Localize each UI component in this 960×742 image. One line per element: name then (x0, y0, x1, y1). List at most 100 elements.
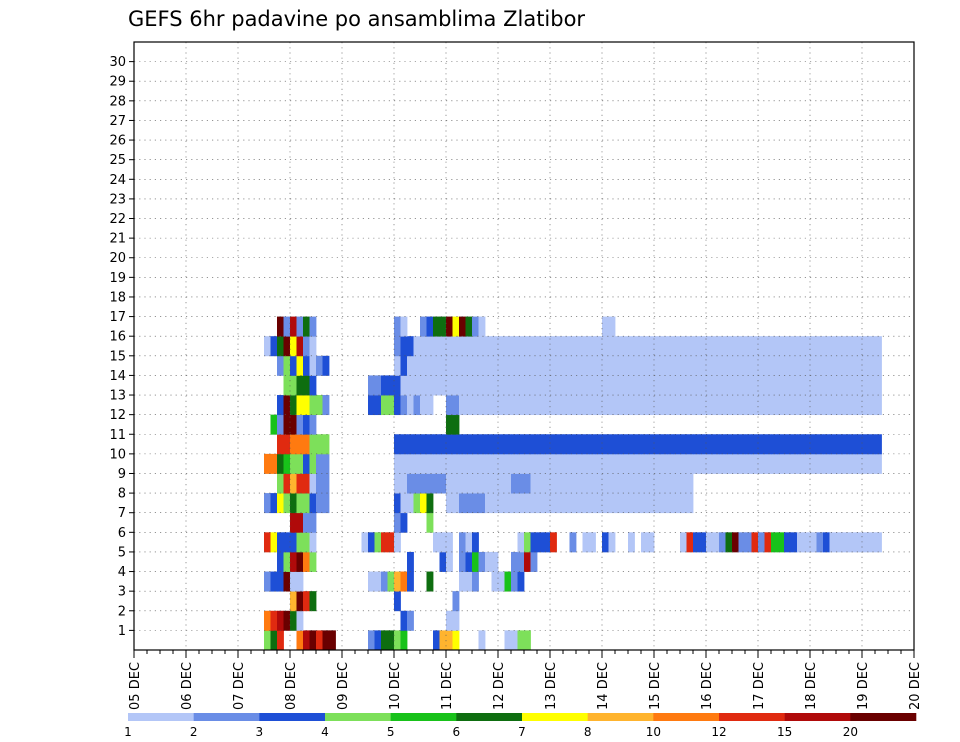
heatmap-cell (517, 571, 525, 592)
heatmap-cell (504, 493, 512, 514)
heatmap-cell (764, 453, 772, 474)
heatmap-cell (433, 434, 440, 455)
heatmap-cell (407, 355, 414, 376)
heatmap-cell (498, 493, 505, 514)
heatmap-cell (602, 532, 609, 553)
heatmap-cell (738, 453, 746, 474)
heatmap-cell (784, 375, 791, 396)
heatmap-cell (387, 532, 395, 553)
heatmap-cell (686, 375, 694, 396)
y-tick-label: 8 (118, 487, 126, 502)
heatmap-cell (595, 434, 603, 455)
heatmap-cell (829, 336, 837, 357)
colorbar-label: 4 (321, 725, 329, 739)
heatmap-cell (485, 355, 492, 376)
heatmap-cell (491, 571, 499, 592)
heatmap-cell (517, 551, 525, 572)
heatmap-cell (459, 453, 466, 474)
heatmap-cell (602, 395, 609, 416)
heatmap-cell (641, 355, 648, 376)
heatmap-cell (797, 395, 804, 416)
heatmap-cell (810, 453, 817, 474)
heatmap-cell (316, 355, 323, 376)
y-tick-label: 22 (109, 212, 126, 227)
heatmap-cell (777, 434, 785, 455)
y-tick-label: 13 (109, 389, 126, 404)
heatmap-cell (634, 473, 642, 494)
heatmap-cell (420, 453, 427, 474)
heatmap-cell (699, 434, 707, 455)
heatmap-cell (667, 395, 674, 416)
heatmap-cell (693, 532, 700, 553)
heatmap-cell (563, 336, 570, 357)
x-tick-label: 16 DEC (700, 662, 715, 710)
heatmap-cell (517, 336, 525, 357)
colorbar-swatch (193, 713, 260, 721)
heatmap-cell (459, 473, 466, 494)
heatmap-cell (810, 395, 817, 416)
heatmap-cell (790, 395, 798, 416)
heatmap-cell (368, 375, 375, 396)
heatmap-cell (823, 336, 830, 357)
heatmap-cell (699, 453, 707, 474)
heatmap-cell (634, 355, 642, 376)
heatmap-cell (524, 453, 531, 474)
colorbar-label: 10 (646, 725, 661, 739)
heatmap-cell (693, 434, 700, 455)
heatmap-cell (290, 610, 297, 631)
heatmap-cell (485, 375, 492, 396)
heatmap-cell (316, 453, 323, 474)
heatmap-cell (751, 395, 759, 416)
heatmap-cell (628, 434, 635, 455)
heatmap-cell (855, 355, 863, 376)
heatmap-cell (634, 395, 642, 416)
heatmap-cell (673, 493, 681, 514)
heatmap-cell (309, 375, 317, 396)
heatmap-cell (868, 532, 876, 553)
heatmap-cell (433, 316, 440, 337)
heatmap-cell (602, 453, 609, 474)
heatmap-cell (803, 453, 811, 474)
heatmap-cell (485, 434, 492, 455)
heatmap-cell (426, 571, 434, 592)
heatmap-cell (712, 453, 720, 474)
heatmap-cell (654, 434, 661, 455)
heatmap-cell (504, 434, 512, 455)
heatmap-cell (660, 434, 668, 455)
heatmap-cell (738, 375, 746, 396)
heatmap-cell (816, 395, 824, 416)
heatmap-cell (790, 336, 798, 357)
heatmap-cell (452, 493, 460, 514)
x-tick-label: 17 DEC (752, 662, 767, 710)
heatmap-cell (758, 336, 765, 357)
heatmap-cell (634, 434, 642, 455)
y-tick-label: 29 (109, 75, 126, 90)
colorbar: 1 2 3 4 5 6 7 8 10 12 15 20 (124, 713, 917, 739)
heatmap-cell (446, 453, 453, 474)
heatmap-cell (394, 571, 401, 592)
heatmap-cell (550, 453, 557, 474)
heatmap-cell (426, 473, 434, 494)
heatmap-cell (777, 336, 785, 357)
heatmap-cell (420, 493, 427, 514)
heatmap-cell (504, 571, 512, 592)
heatmap-cell (316, 434, 323, 455)
heatmap-cell (283, 316, 291, 337)
y-tick-label: 24 (109, 173, 126, 188)
heatmap-cell (283, 414, 291, 435)
heatmap-cell (452, 375, 460, 396)
heatmap-cell (524, 630, 531, 651)
heatmap-cell (439, 630, 447, 651)
heatmap-cell (277, 551, 284, 572)
heatmap-cell (647, 355, 655, 376)
heatmap-cell (803, 375, 811, 396)
heatmap-cell (699, 336, 707, 357)
heatmap-cell (849, 336, 856, 357)
heatmap-cell (771, 336, 778, 357)
heatmap-cell (803, 395, 811, 416)
heatmap-cell (517, 532, 525, 553)
x-tick-label: 13 DEC (544, 662, 559, 710)
heatmap-cell (816, 336, 824, 357)
heatmap-cell (862, 395, 869, 416)
x-axis: 05 DEC 06 DEC 07 DEC 08 DEC 09 DEC 10 DEC 11 D… (128, 650, 923, 710)
